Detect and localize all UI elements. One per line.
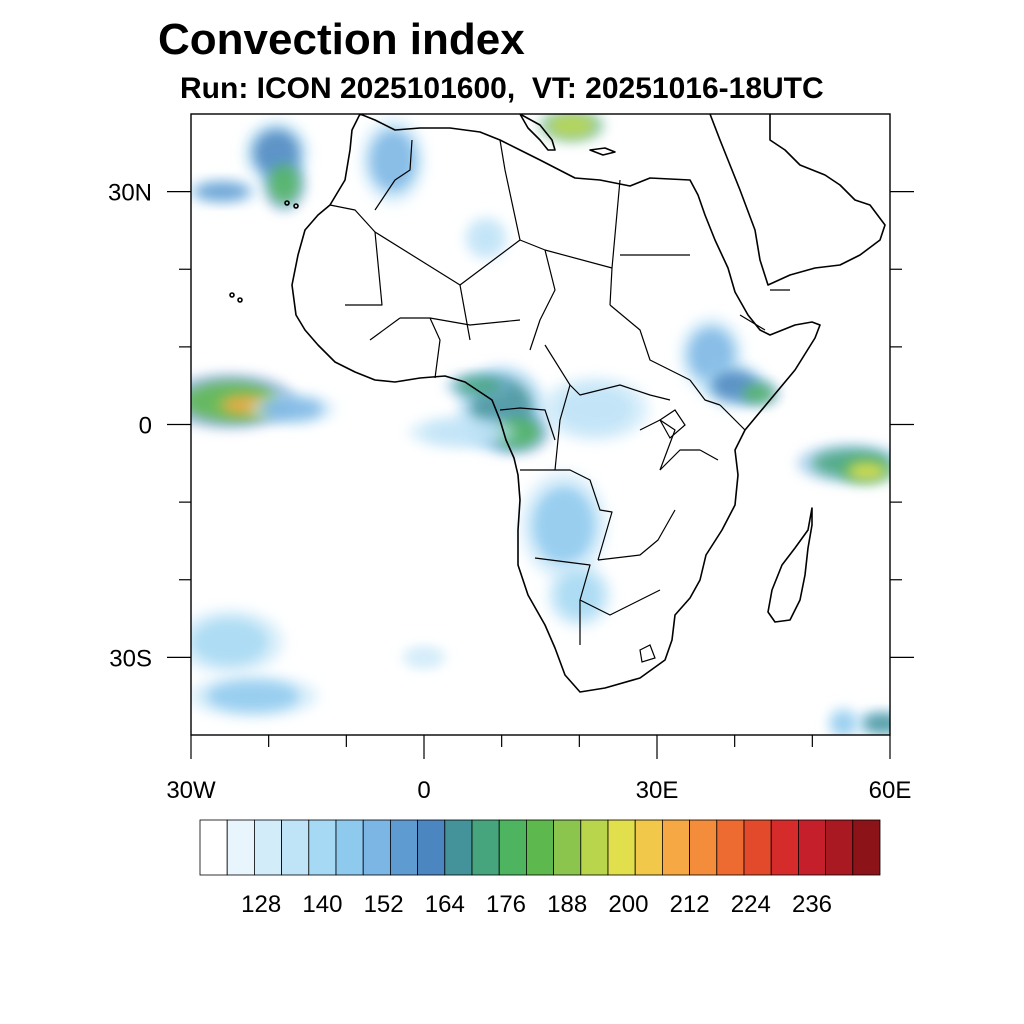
convection-field (191, 114, 890, 735)
colorbar-label: 236 (792, 891, 832, 918)
colorbar-swatch (580, 819, 609, 876)
convection-cell (532, 486, 595, 565)
colorbar-label: 164 (425, 891, 465, 918)
convection-cell (408, 649, 440, 666)
convection-cell (470, 222, 502, 254)
colorbar-label: 128 (241, 891, 281, 918)
colorbar-swatch (689, 819, 718, 876)
lake-victoria (659, 409, 686, 439)
longitude-labels: 30W 0 30E 60E (166, 777, 911, 804)
axis-ticks (167, 191, 914, 759)
colorbar-swatch (662, 819, 691, 876)
colorbar-swatch (607, 819, 636, 876)
convection-cell (455, 376, 502, 396)
colorbar-swatch (743, 819, 772, 876)
colorbar-swatch (362, 819, 391, 876)
colorbar-swatch (444, 819, 473, 876)
lon-tick-label: 0 (417, 777, 430, 804)
country-borders (329, 139, 790, 645)
africa-coastline (291, 114, 821, 693)
colorbar-label: 224 (731, 891, 771, 918)
colorbar-swatch (199, 819, 228, 876)
convection-cell (831, 711, 856, 735)
chart-subtitle: Run: ICON 2025101600, VT: 20251016-18UTC (180, 72, 824, 105)
convection-cell (260, 397, 324, 421)
colorbar (199, 819, 881, 876)
madagascar-coastline (767, 507, 813, 623)
lon-tick-label: 30W (166, 777, 216, 804)
convection-cell (847, 461, 887, 481)
colorbar-swatch (226, 819, 255, 876)
colorbar-swatch (770, 819, 799, 876)
colorbar-swatch (308, 819, 337, 876)
lat-tick-label: 0 (139, 413, 152, 440)
latitude-labels: 30N 0 30S (108, 180, 152, 673)
colorbar-label: 188 (547, 891, 587, 918)
colorbar-label: 212 (670, 891, 710, 918)
colorbar-swatch (335, 819, 364, 876)
colorbar-label: 200 (608, 891, 648, 918)
lon-tick-label: 60E (869, 777, 912, 804)
lat-tick-label: 30N (108, 180, 152, 207)
colorbar-label: 176 (486, 891, 526, 918)
convection-cell (862, 714, 890, 733)
colorbar-swatch (389, 819, 418, 876)
colorbar-swatch (498, 819, 527, 876)
colorbar-swatch (798, 819, 827, 876)
convection-cell (191, 618, 269, 666)
convection-cell (194, 182, 250, 201)
lat-tick-label: 30S (109, 645, 152, 672)
convection-cell (548, 114, 595, 138)
colorbar-label: 152 (364, 891, 404, 918)
cape-verde-islands (229, 292, 235, 298)
convection-cell (268, 164, 300, 204)
colorbar-swatch (825, 819, 854, 876)
colorbar-labels: 128 140 152 164 176 188 200 212 224 236 (241, 891, 832, 918)
convection-cell (369, 129, 417, 192)
lakes (639, 409, 686, 663)
lesotho-border (639, 644, 656, 663)
colorbar-swatch (417, 819, 446, 876)
colorbar-swatch (253, 819, 282, 876)
lon-tick-label: 30E (636, 777, 679, 804)
convection-cell (556, 571, 603, 619)
colorbar-swatch (526, 819, 555, 876)
arabia-coastline (709, 114, 886, 286)
colorbar-swatch (852, 819, 881, 876)
colorbar-swatch (553, 819, 582, 876)
italy-coastline (519, 114, 556, 151)
colorbar-label: 140 (302, 891, 342, 918)
coastlines (229, 114, 886, 693)
chart-title: Convection index (158, 15, 525, 64)
crete-coastline (589, 147, 616, 156)
convection-cell (424, 420, 502, 444)
colorbar-swatch (716, 819, 745, 876)
canary-islands (284, 200, 290, 206)
convection-cell (742, 384, 774, 403)
colorbar-swatch (634, 819, 663, 876)
colorbar-swatch (281, 819, 310, 876)
convection-cell (206, 680, 300, 712)
convection-cell (556, 385, 634, 433)
colorbar-swatch (471, 819, 500, 876)
